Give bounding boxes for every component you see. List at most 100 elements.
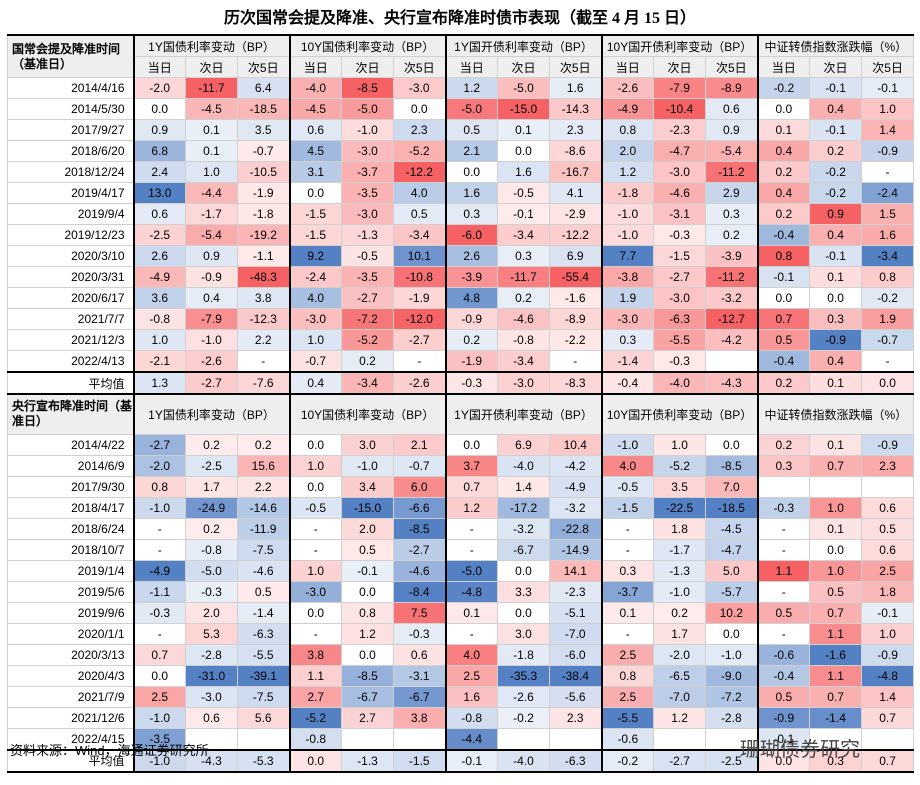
cell: -11.2 bbox=[705, 161, 759, 183]
cell: 1.0 bbox=[809, 559, 863, 582]
cell: 0.0 bbox=[288, 182, 343, 204]
cell: -2.8 bbox=[185, 643, 238, 666]
cell: 3.1 bbox=[288, 161, 343, 183]
cell: -2.6 bbox=[185, 350, 238, 373]
row-label: 2014/6/9 bbox=[7, 454, 134, 477]
section-header: 国常会提及降准时间（基准日） bbox=[7, 34, 134, 78]
cell: -3.9 bbox=[444, 266, 499, 288]
cell: 0.7 bbox=[809, 454, 863, 477]
cell: 0.8 bbox=[756, 245, 811, 267]
cell: -7.9 bbox=[185, 308, 238, 330]
cell: 1.0 bbox=[653, 433, 707, 456]
cell: -1.5 bbox=[288, 224, 343, 246]
subheader: 当日 bbox=[132, 56, 186, 78]
cell: -7.0 bbox=[549, 622, 603, 645]
cell: -0.7 bbox=[861, 329, 915, 351]
cell: -2.0 bbox=[132, 77, 186, 99]
cell: 2.5 bbox=[600, 685, 655, 708]
cell: -0.2 bbox=[809, 182, 863, 204]
cell: 2.3 bbox=[549, 706, 603, 729]
cell: 15.6 bbox=[236, 454, 291, 477]
data-row: 2019/4/17 13.0 -4.4 -1.9 0.0 -3.5 4.0 1.6 -0.5 4.… bbox=[7, 182, 915, 204]
cell: 14.1 bbox=[549, 559, 603, 582]
cell: 6.9 bbox=[549, 245, 603, 267]
cell: -4.4 bbox=[444, 727, 499, 750]
cell: -0.3 bbox=[653, 224, 707, 246]
cell: -0.3 bbox=[132, 601, 186, 624]
row-label: 平均值 bbox=[7, 748, 134, 772]
cell: -0.8 bbox=[185, 538, 238, 561]
cell: -7.5 bbox=[236, 685, 291, 708]
group-header: 10Y国开债利率变动（BP） bbox=[600, 393, 759, 435]
row-label: 2021/7/9 bbox=[7, 685, 134, 708]
cell: 0.8 bbox=[600, 119, 655, 141]
row-label: 2019/12/23 bbox=[7, 224, 134, 246]
cell: -2.7 bbox=[393, 538, 447, 561]
cell: 0.2 bbox=[756, 161, 811, 183]
cell: 3.5 bbox=[236, 119, 291, 141]
cell: 0.2 bbox=[444, 329, 499, 351]
cell: 10.1 bbox=[393, 245, 447, 267]
cell: 1.7 bbox=[653, 622, 707, 645]
data-row: 2014/4/16 -2.0 -11.7 6.4 -4.0 -8.5 -3.0 1.2 -5.0… bbox=[7, 77, 915, 99]
cell: 2.6 bbox=[132, 245, 186, 267]
cell: 3.0 bbox=[341, 433, 395, 456]
cell: -0.1 bbox=[809, 245, 863, 267]
cell: -3.4 bbox=[497, 224, 551, 246]
cell: 5.3 bbox=[185, 622, 238, 645]
cell: 0.0 bbox=[756, 98, 811, 120]
cell: -12.7 bbox=[705, 308, 759, 330]
cell: -1.1 bbox=[236, 245, 291, 267]
cell: -4.0 bbox=[497, 454, 551, 477]
cell: 0.3 bbox=[444, 203, 499, 225]
cell: - bbox=[132, 517, 186, 540]
cell: 0.1 bbox=[809, 517, 863, 540]
cell: -2.6 bbox=[497, 685, 551, 708]
cell: 0.4 bbox=[288, 371, 343, 395]
cell: -5.6 bbox=[549, 685, 603, 708]
cell: -6.6 bbox=[393, 496, 447, 519]
cell: -1.0 bbox=[600, 203, 655, 225]
cell: -3.4 bbox=[861, 245, 915, 267]
cell: -1.7 bbox=[653, 538, 707, 561]
cell: -6.3 bbox=[653, 308, 707, 330]
cell: -5.2 bbox=[341, 329, 395, 351]
cell: -7.6 bbox=[236, 371, 291, 395]
cell: -1.0 bbox=[341, 119, 395, 141]
cell: -1.0 bbox=[132, 496, 186, 519]
row-label: 2021/7/7 bbox=[7, 308, 134, 330]
cell: - bbox=[756, 517, 811, 540]
cell: -1.7 bbox=[185, 203, 238, 225]
cell: -0.1 bbox=[756, 727, 811, 750]
cell: -3.9 bbox=[705, 245, 759, 267]
cell: 0.3 bbox=[756, 454, 811, 477]
cell: -24.9 bbox=[185, 496, 238, 519]
cell: -4.5 bbox=[185, 98, 238, 120]
cell: -0.9 bbox=[861, 140, 915, 162]
data-row: 2014/5/30 0.0 -4.5 -18.5 -4.5 -5.0 0.0 -5.0 -15.… bbox=[7, 98, 915, 120]
subheader: 次日 bbox=[497, 56, 551, 78]
cell: -4.9 bbox=[549, 475, 603, 498]
cell: -1.3 bbox=[341, 748, 395, 772]
cell: 0.8 bbox=[341, 601, 395, 624]
cell: -4.6 bbox=[236, 559, 291, 582]
cell: -2.2 bbox=[549, 329, 603, 351]
row-label: 2014/4/22 bbox=[7, 433, 134, 456]
cell: 1.6 bbox=[497, 161, 551, 183]
cell: -17.2 bbox=[497, 496, 551, 519]
cell: 0.3 bbox=[600, 329, 655, 351]
cell: 1.0 bbox=[288, 454, 343, 477]
cell: -4.5 bbox=[705, 517, 759, 540]
cell: -4.4 bbox=[185, 182, 238, 204]
cell: -1.9 bbox=[393, 287, 447, 309]
cell: -3.4 bbox=[497, 350, 551, 373]
group-header: 10Y国债利率变动（BP） bbox=[288, 393, 447, 435]
cell: -4.9 bbox=[600, 98, 655, 120]
cell: 0.5 bbox=[756, 329, 811, 351]
data-row: 2021/7/9 2.5 -3.0 -7.5 2.7 -6.7 -6.7 1.6 -2.6 -5.… bbox=[7, 685, 915, 708]
cell: - bbox=[600, 538, 655, 561]
cell: -11.2 bbox=[705, 266, 759, 288]
cell bbox=[549, 727, 603, 750]
cell: 2.4 bbox=[132, 161, 186, 183]
cell: -3.2 bbox=[705, 287, 759, 309]
